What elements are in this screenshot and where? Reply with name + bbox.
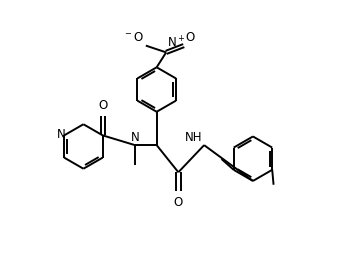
- Text: NH: NH: [185, 131, 203, 144]
- Text: O: O: [98, 99, 107, 112]
- Text: $^-$O: $^-$O: [123, 31, 144, 44]
- Text: O: O: [185, 31, 194, 44]
- Text: N: N: [57, 127, 65, 141]
- Text: O: O: [174, 196, 183, 209]
- Text: N$^+$: N$^+$: [167, 36, 185, 51]
- Text: N: N: [131, 131, 139, 144]
